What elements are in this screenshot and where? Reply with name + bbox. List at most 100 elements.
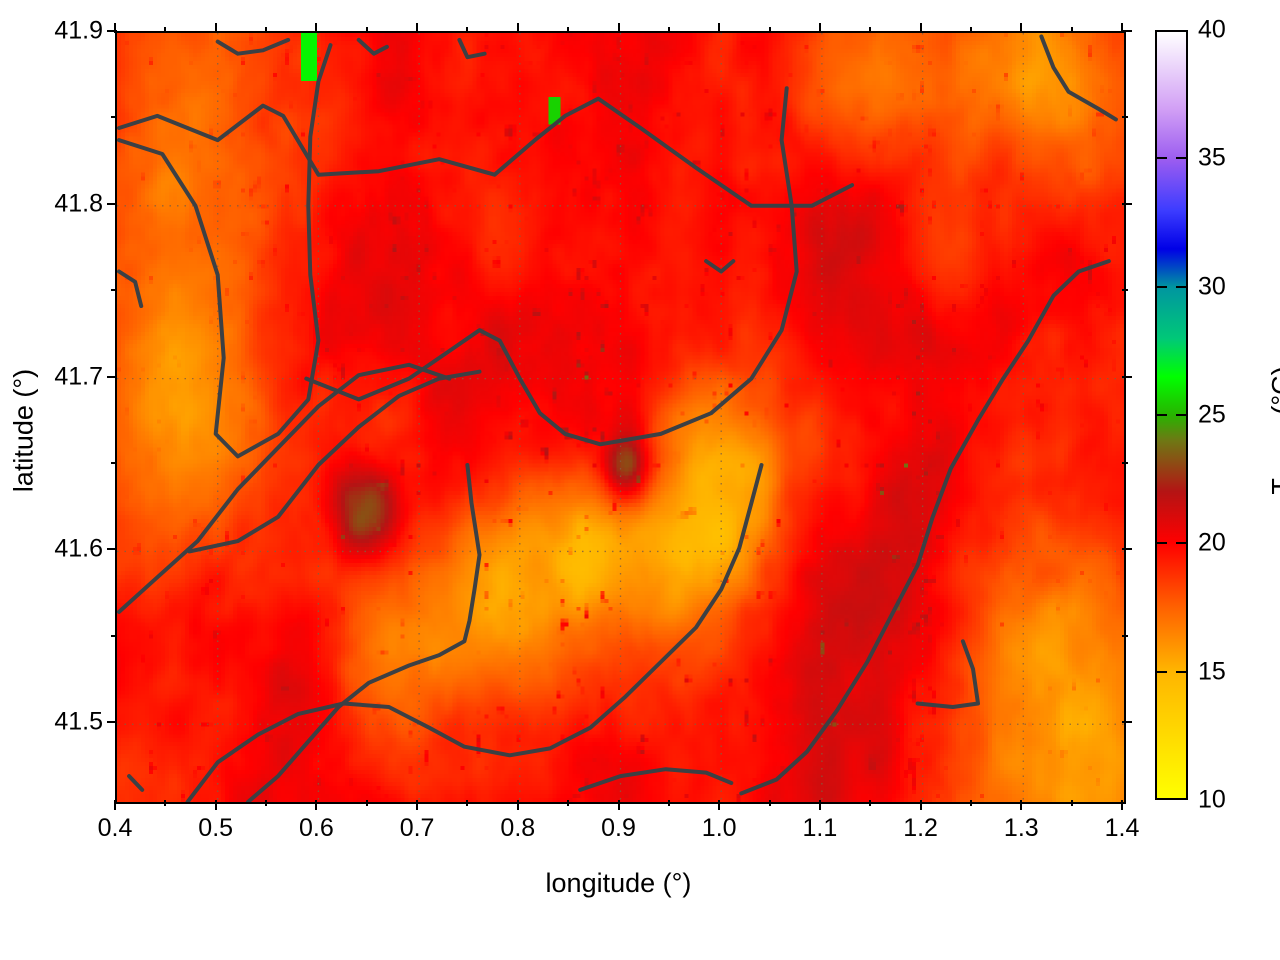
x-tick-major — [617, 800, 620, 810]
y-tick-label: 41.6 — [54, 534, 103, 563]
x-tick-minor-top — [365, 27, 368, 33]
x-tick-major-top — [214, 23, 217, 33]
colorbar-tick-label: 25 — [1198, 400, 1226, 429]
y-tick-minor-right — [1122, 634, 1128, 637]
x-axis-title-text: longitude (°) — [545, 868, 692, 898]
x-tick-major-top — [718, 23, 721, 33]
y-tick-major — [107, 548, 117, 551]
colorbar-title-main: T — [1267, 478, 1280, 495]
y-tick-major — [107, 375, 117, 378]
x-tick-major-top — [416, 23, 419, 33]
x-tick-minor — [567, 800, 570, 806]
x-tick-major — [315, 800, 318, 810]
y-tick-major — [107, 721, 117, 724]
x-tick-major-top — [1020, 23, 1023, 33]
x-tick-label: 0.8 — [500, 814, 536, 842]
y-tick-minor-right — [1122, 116, 1128, 119]
colorbar-title-unit: (°C) — [1266, 366, 1280, 415]
y-tick-minor — [111, 289, 117, 292]
x-tick-major — [818, 800, 821, 810]
contour-overlay — [117, 34, 1118, 802]
y-tick-minor — [111, 116, 117, 119]
x-tick-major-top — [516, 23, 519, 33]
x-tick-minor — [466, 800, 469, 806]
y-tick-label: 41.7 — [54, 362, 103, 391]
x-tick-minor — [365, 800, 368, 806]
colorbar-tick — [1155, 157, 1167, 160]
y-tick-major-right — [1122, 721, 1132, 724]
x-tick-minor — [265, 800, 268, 806]
x-tick-label: 1.1 — [802, 814, 838, 842]
colorbar-tick-label: 10 — [1198, 785, 1226, 814]
x-tick-minor-top — [1070, 27, 1073, 33]
x-tick-major — [516, 800, 519, 810]
x-tick-major — [214, 800, 217, 810]
x-tick-label: 1.0 — [701, 814, 737, 842]
colorbar-title: Tground (°C) — [1267, 271, 1280, 591]
y-tick-major — [107, 30, 117, 32]
y-tick-label: 41.8 — [54, 189, 103, 218]
colorbar-tick-right — [1176, 542, 1188, 545]
y-tick-major-right — [1122, 375, 1132, 378]
colorbar-tick-right — [1176, 285, 1188, 288]
x-tick-major-top — [818, 23, 821, 33]
x-tick-minor-top — [164, 27, 167, 33]
x-tick-minor-top — [667, 27, 670, 33]
x-tick-minor-top — [567, 27, 570, 33]
x-tick-minor — [667, 800, 670, 806]
x-tick-minor — [768, 800, 771, 806]
y-tick-label: 41.9 — [54, 16, 103, 45]
colorbar-tick — [1155, 670, 1167, 673]
x-tick-major-top — [114, 23, 116, 33]
x-tick-label: 0.9 — [601, 814, 636, 842]
x-tick-minor — [164, 800, 167, 806]
y-tick-minor-right — [1122, 462, 1128, 465]
colorbar-tick-right — [1176, 157, 1188, 160]
y-tick-major-right — [1122, 30, 1132, 32]
colorbar-tick-right — [1176, 414, 1188, 416]
colorbar-tick-right — [1176, 670, 1188, 673]
heatmap-plot-area — [115, 31, 1126, 804]
y-tick-minor-right — [1122, 289, 1128, 292]
x-tick-minor-top — [265, 27, 268, 33]
x-tick-minor-top — [466, 27, 469, 33]
x-tick-major-top — [1121, 23, 1123, 33]
x-tick-label: 0.4 — [97, 814, 133, 842]
colorbar-tick-label: 15 — [1198, 657, 1226, 686]
x-tick-major-top — [919, 23, 922, 33]
x-tick-minor — [869, 800, 872, 806]
x-axis-title: longitude (°) — [0, 868, 1122, 899]
x-tick-major — [114, 800, 116, 810]
x-tick-minor — [969, 800, 972, 806]
x-tick-minor — [1070, 800, 1073, 806]
y-tick-major — [107, 202, 117, 205]
y-tick-minor — [111, 462, 117, 465]
x-tick-major — [718, 800, 721, 810]
colorbar-tick — [1155, 414, 1167, 416]
x-tick-label: 1.4 — [1104, 814, 1140, 842]
colorbar-tick-label: 40 — [1198, 15, 1226, 44]
colorbar-tick-label: 20 — [1198, 528, 1226, 557]
x-tick-minor-top — [768, 27, 771, 33]
colorbar-tick — [1155, 542, 1167, 545]
x-tick-label: 1.2 — [903, 814, 938, 842]
colorbar-tick-label: 35 — [1198, 143, 1226, 172]
x-tick-major — [1020, 800, 1023, 810]
y-tick-label: 41.5 — [54, 707, 103, 736]
x-tick-major — [919, 800, 922, 810]
x-tick-major — [416, 800, 419, 810]
y-axis-title: latitude (°) — [8, 368, 39, 493]
x-tick-minor-top — [869, 27, 872, 33]
x-tick-major-top — [315, 23, 318, 33]
colorbar-tick — [1155, 285, 1167, 288]
y-tick-major-right — [1122, 548, 1132, 551]
x-tick-major — [1121, 800, 1123, 810]
x-tick-label: 0.5 — [198, 814, 234, 842]
y-tick-major-right — [1122, 202, 1132, 205]
x-tick-label: 0.7 — [399, 814, 435, 842]
x-tick-major-top — [617, 23, 620, 33]
x-tick-minor-top — [969, 27, 972, 33]
colorbar-tick-label: 30 — [1198, 272, 1226, 301]
x-tick-label: 0.6 — [299, 814, 334, 842]
